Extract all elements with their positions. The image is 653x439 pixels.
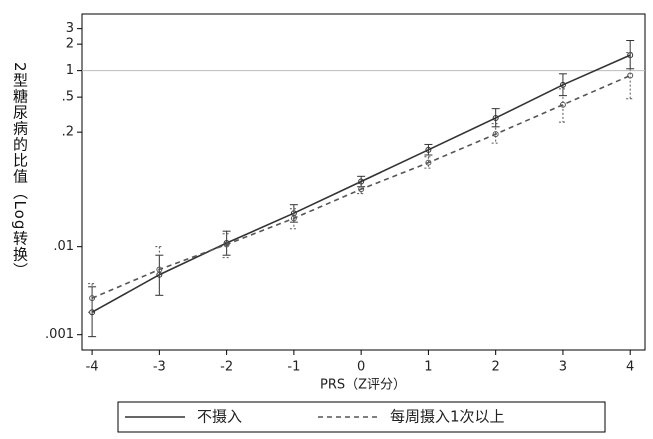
point [559,81,566,88]
x-tick-label: 0 [357,360,365,375]
legend-label: 不摄入 [197,408,242,426]
point [425,159,432,166]
point [223,241,230,248]
legend-box [117,401,606,433]
x-tick-label: 4 [626,360,634,375]
y-tick-label: .2 [62,125,74,140]
point [492,114,499,121]
y-tick-label: .001 [45,327,74,342]
series-line [91,74,631,299]
x-tick-label: -1 [287,360,300,375]
y-tick-label: 3 [66,21,74,36]
plot-frame [81,13,646,351]
x-tick-label: 3 [559,360,567,375]
point [492,131,499,138]
y-tick-label: 1 [66,63,74,78]
x-tick-label: 2 [492,360,500,375]
point [559,101,566,108]
point [627,72,634,79]
point [156,266,163,273]
point [425,146,432,153]
y-axis-label: 2型糖尿病的比值（Log转换） [11,62,29,279]
series-line [91,54,631,313]
x-tick-label: -3 [153,360,166,375]
x-axis-label: PRS（Z评分） [320,378,406,393]
point [290,215,297,222]
y-tick-label: .5 [62,90,74,105]
y-tick-label: 2 [66,37,74,52]
point [358,186,365,193]
y-tick-label: .01 [53,239,74,254]
x-tick-label: -4 [86,360,99,375]
x-tick-label: -2 [220,360,233,375]
x-tick-label: 1 [424,360,432,375]
legend-label: 每周摄入1次以上 [390,408,505,426]
point [89,295,96,302]
